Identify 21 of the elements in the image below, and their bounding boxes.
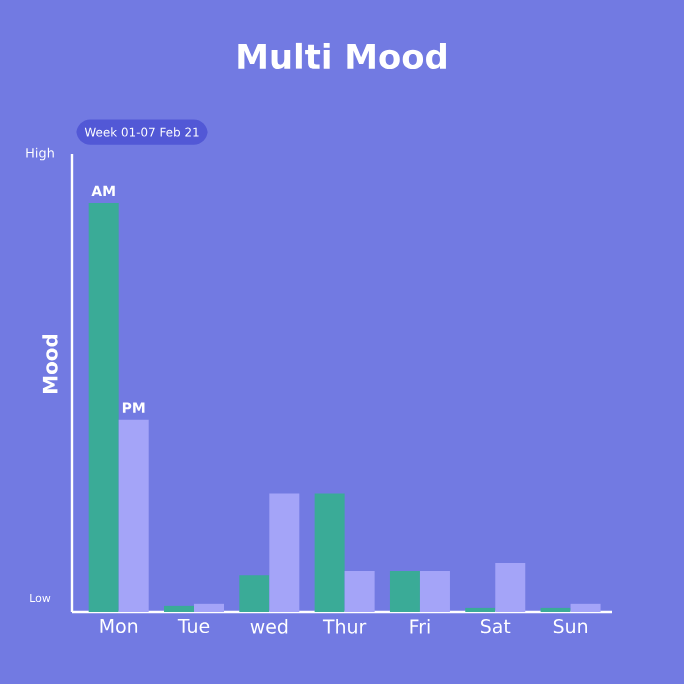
bar xyxy=(389,571,420,612)
bar xyxy=(239,575,270,612)
x-tick-label: Thur xyxy=(322,619,367,634)
bar xyxy=(495,562,526,612)
bar xyxy=(269,493,300,612)
chart-title: Multi Mood xyxy=(238,42,446,70)
bar xyxy=(88,203,119,612)
bar xyxy=(570,603,601,612)
x-tick-label: Tue xyxy=(177,619,210,634)
x-tick-label: wed xyxy=(250,619,288,634)
bar xyxy=(118,419,149,612)
x-tick-label: Mon xyxy=(100,619,138,634)
x-tick-label: Sun xyxy=(553,619,587,634)
bar xyxy=(164,605,195,612)
bar xyxy=(194,603,225,612)
x-tick-label: Sat xyxy=(480,619,511,634)
y-axis-title: Mood xyxy=(42,334,58,393)
bar xyxy=(344,571,375,612)
bar xyxy=(419,571,450,612)
x-tick-label: Fri xyxy=(410,619,430,634)
bar xyxy=(314,493,345,612)
